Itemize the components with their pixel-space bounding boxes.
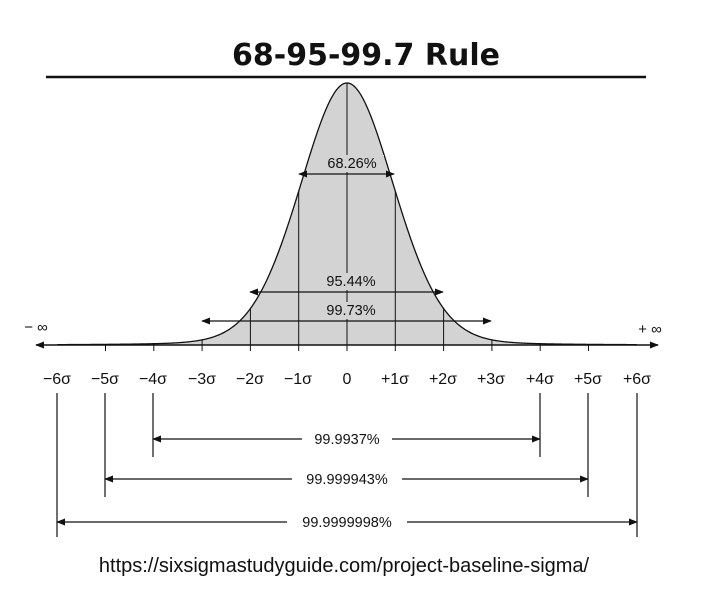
tick-plus-5: +5σ bbox=[574, 371, 602, 388]
axis-minus-infinity-label: − ∞ bbox=[24, 319, 48, 336]
figure-title: 68-95-99.7 Rule bbox=[232, 38, 500, 73]
axis-plus-infinity-label: + ∞ bbox=[638, 321, 662, 338]
range-label-95: 95.44% bbox=[326, 274, 375, 290]
tick-minus-4: −4σ bbox=[139, 371, 167, 388]
tick-plus-6: +6σ bbox=[623, 371, 651, 388]
tick-minus-6: −6σ bbox=[43, 371, 71, 388]
tick-minus-2: −2σ bbox=[236, 371, 264, 388]
outer-range-4sigma: 99.9937% bbox=[152, 430, 541, 448]
outer-range-5sigma: 99.999943% bbox=[104, 470, 589, 488]
sigma-tick-labels: −6σ −5σ −4σ −3σ −2σ −1σ 0 +1σ +2σ +3σ +4… bbox=[43, 371, 651, 388]
tick-plus-1: +1σ bbox=[381, 371, 409, 388]
tick-minus-1: −1σ bbox=[284, 371, 312, 388]
range-label-68: 68.26% bbox=[327, 156, 376, 172]
inner-range-2sigma: 95.44% bbox=[249, 273, 444, 296]
tick-minus-3: −3σ bbox=[188, 371, 216, 388]
inner-range-3sigma: 99.73% bbox=[201, 302, 492, 325]
inner-range-1sigma: 68.26% bbox=[298, 155, 395, 178]
outer-range-6sigma: 99.9999998% bbox=[56, 513, 638, 531]
range-label-99-9999998: 99.9999998% bbox=[302, 515, 392, 531]
tick-zero: 0 bbox=[343, 371, 352, 388]
tick-minus-5: −5σ bbox=[91, 371, 119, 388]
range-label-99-73: 99.73% bbox=[326, 303, 375, 319]
tick-plus-3: +3σ bbox=[477, 371, 505, 388]
range-label-99-999943: 99.999943% bbox=[306, 472, 388, 488]
tick-plus-4: +4σ bbox=[526, 371, 554, 388]
range-label-99-9937: 99.9937% bbox=[314, 432, 379, 448]
tick-plus-2: +2σ bbox=[429, 371, 457, 388]
source-url: https://sixsigmastudyguide.com/project-b… bbox=[99, 555, 590, 577]
